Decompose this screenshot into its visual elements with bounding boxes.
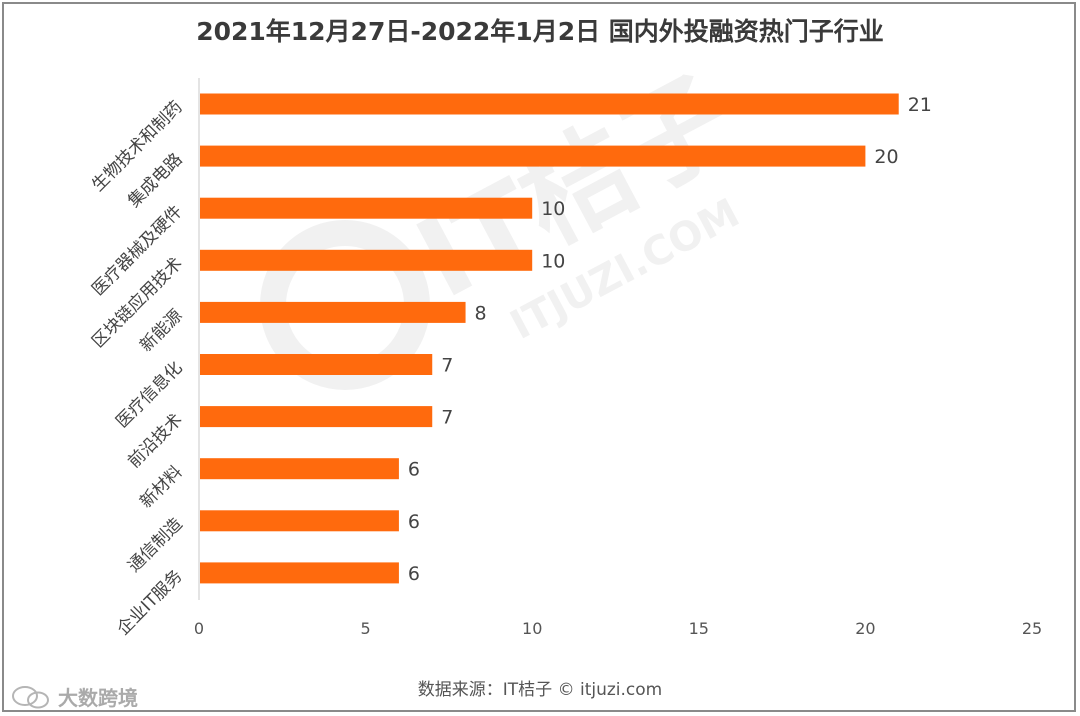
category-labels: 生物技术和制药集成电路医疗器械及硬件区块链应用技术新能源医疗信息化前沿技术新材料…	[88, 97, 186, 639]
data-label: 6	[408, 459, 420, 481]
data-label: 6	[408, 563, 420, 585]
category-label: 通信制造	[124, 514, 186, 576]
category-label: 区块链应用技术	[88, 254, 186, 352]
corner-brand-text: 大数跨境	[58, 686, 138, 710]
bar	[200, 458, 399, 480]
category-label: 新材料	[136, 462, 186, 512]
x-tick-label: 0	[194, 619, 204, 638]
data-label: 8	[475, 302, 487, 324]
data-labels: 21 20 10 10 8 7 7 6 6 6	[408, 94, 932, 585]
bar	[200, 249, 533, 271]
data-label: 7	[441, 407, 453, 429]
x-tick-labels: 0 5 10 15 20 25	[194, 619, 1042, 638]
x-tick-label: 10	[522, 619, 542, 638]
category-label: 医疗器械及硬件	[88, 202, 186, 300]
bar	[200, 197, 533, 219]
source-note: 数据来源：IT桔子 © itjuzi.com	[417, 680, 663, 700]
bar	[200, 93, 899, 115]
category-label: 企业IT服务	[113, 566, 186, 639]
bar	[200, 406, 433, 428]
x-tick-label: 15	[689, 619, 709, 638]
data-label: 10	[541, 250, 565, 272]
data-label: 10	[541, 198, 565, 220]
category-label: 生物技术和制药	[88, 97, 186, 195]
corner-brand: 大数跨境	[10, 682, 138, 711]
data-label: 20	[874, 146, 898, 168]
bar-series	[200, 93, 899, 584]
data-label: 6	[408, 511, 420, 533]
chart-title: 2021年12月27日-2022年1月2日 国内外投融资热门子行业	[196, 17, 884, 46]
bar	[200, 145, 866, 167]
x-tick-label: 20	[855, 619, 875, 638]
x-tick-label: 5	[361, 619, 371, 638]
wechat-icon	[12, 685, 49, 708]
bar	[200, 301, 466, 323]
data-label: 21	[908, 94, 932, 116]
category-label: 新能源	[136, 306, 186, 356]
bar	[200, 562, 399, 584]
x-tick-label: 25	[1022, 619, 1042, 638]
bar	[200, 354, 433, 375]
bar	[200, 510, 399, 532]
data-label: 7	[441, 355, 453, 377]
